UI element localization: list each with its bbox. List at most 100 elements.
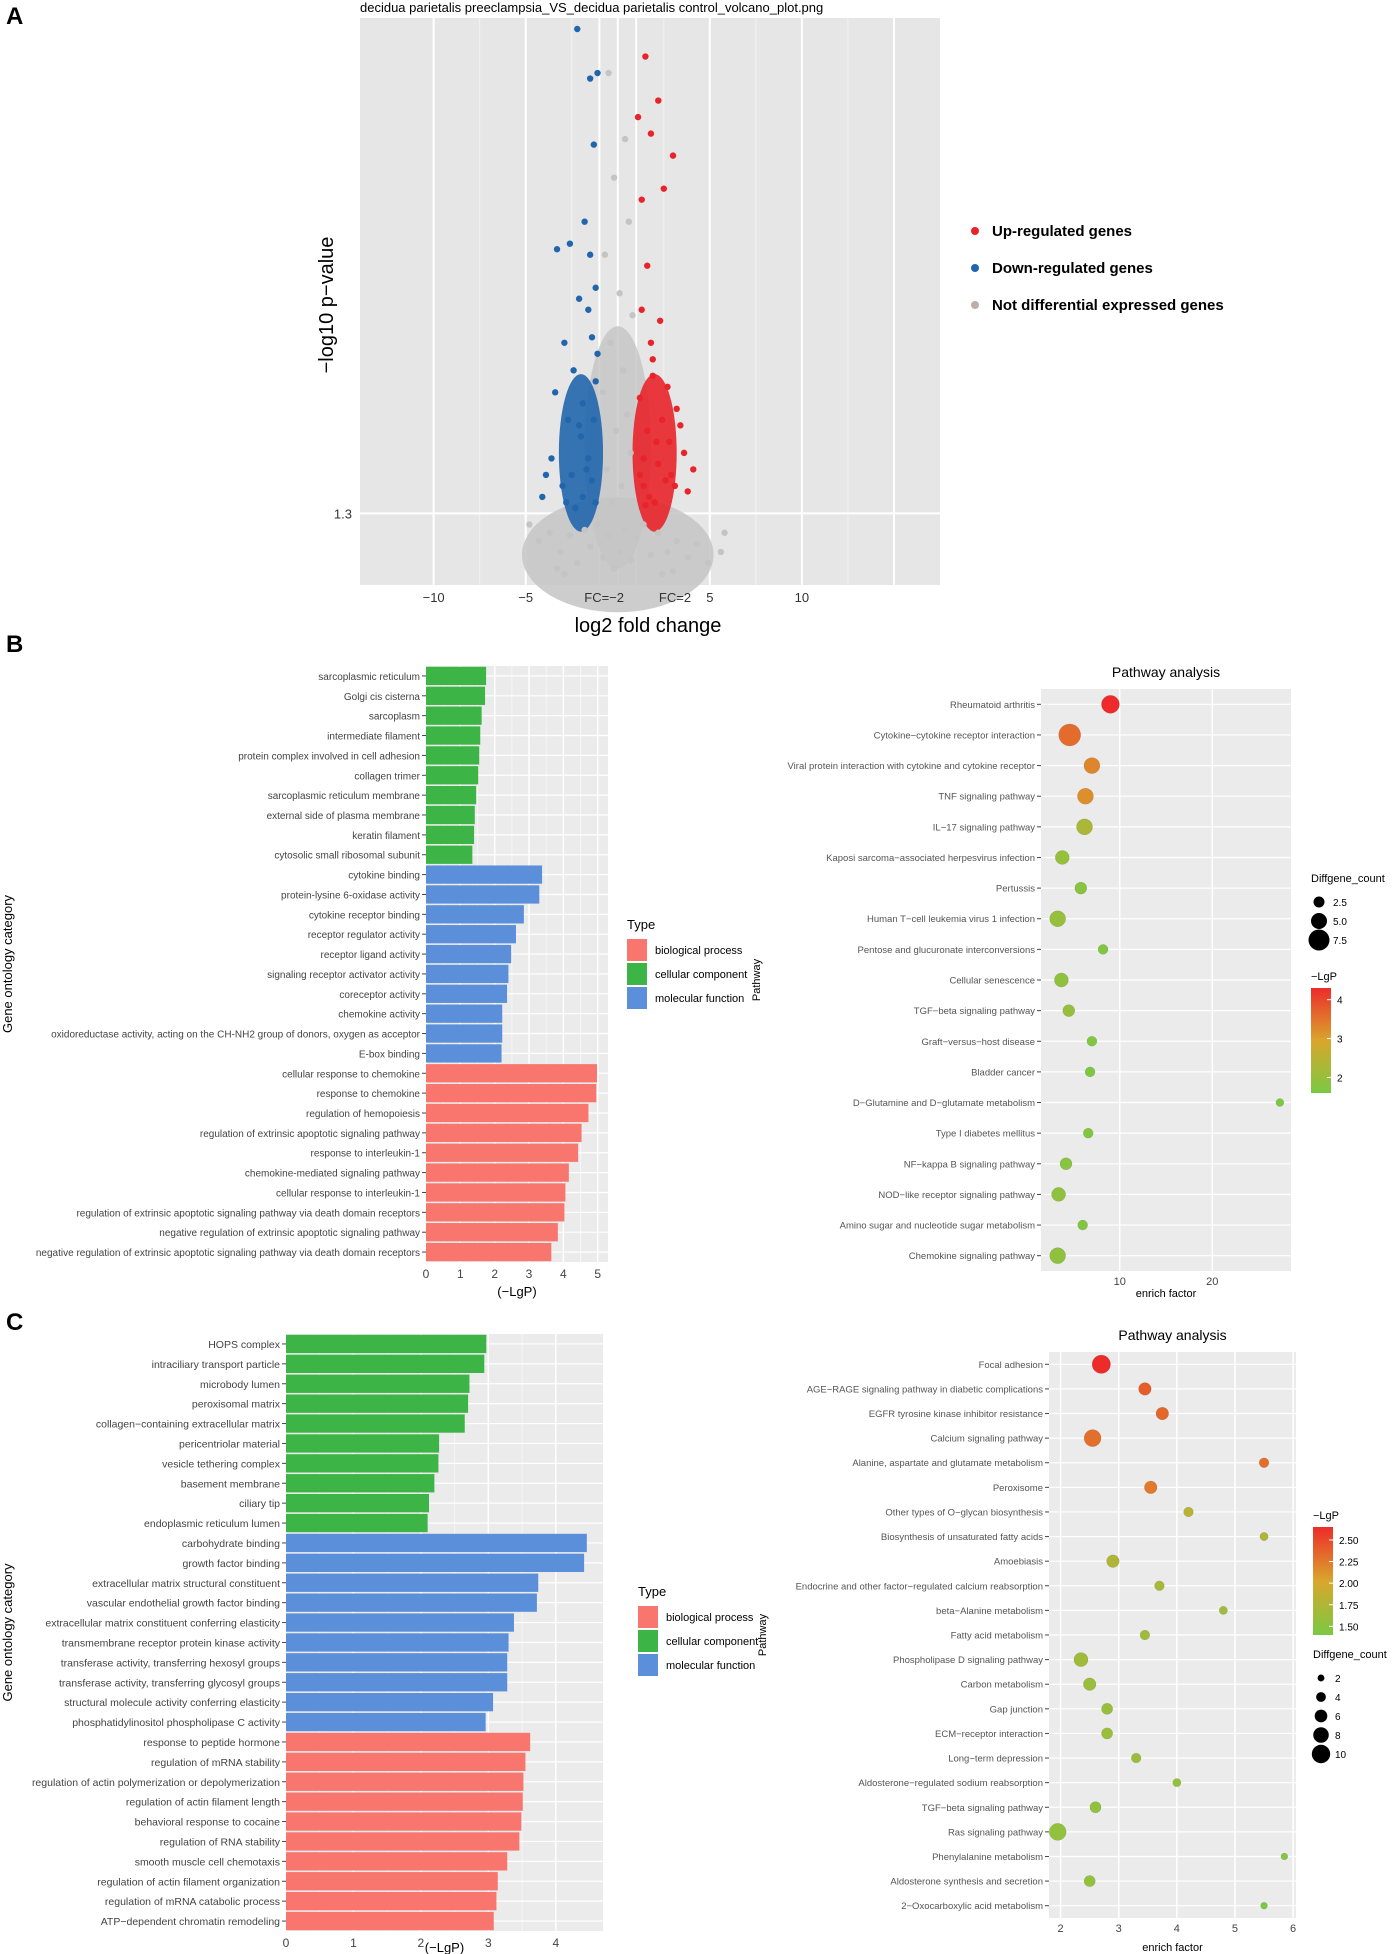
go_c-bar <box>286 1832 520 1851</box>
pathway_c-size-legend-dot <box>1311 1744 1331 1764</box>
go_b-bar <box>426 964 509 984</box>
go_c-category-label: behavioral response to cocaine <box>135 1817 281 1829</box>
pathway_c-colorbar-label: 1.75 <box>1339 1601 1359 1612</box>
pathway_b-dot <box>1101 695 1120 714</box>
go_c-bar <box>286 1493 429 1513</box>
pathway_c-y-axis-title: Pathway <box>757 1613 769 1656</box>
pathway_b-dot <box>1074 881 1088 895</box>
go_c-legend-swatch <box>638 1630 658 1652</box>
volcano-point <box>605 69 612 77</box>
go_c-category-label: response to peptide hormone <box>143 1737 280 1749</box>
volcano-point <box>634 113 642 121</box>
go_b-xtick-label: 1 <box>457 1267 464 1281</box>
volcano-legend-label: Up-regulated genes <box>992 223 1132 240</box>
volcano-point <box>539 493 546 501</box>
pathway_b-colorbar-label: 4 <box>1337 996 1343 1007</box>
go_b-bar <box>426 1064 598 1083</box>
pathway_b-category-label: IL−17 signaling pathway <box>933 822 1035 833</box>
volcano-point <box>607 339 614 346</box>
go_c-category-label: ciliary tip <box>239 1498 280 1510</box>
go_c-bar <box>286 1712 486 1732</box>
volcano-legend-label: Not differential expressed genes <box>992 297 1224 314</box>
volcano-point <box>618 482 625 490</box>
go_b-category-label: signaling receptor activator activity <box>267 970 420 981</box>
pathway_c-dot <box>1083 1429 1102 1447</box>
pathway_b-color-legend-title: −LgP <box>1311 971 1337 983</box>
volcano-point <box>564 416 572 424</box>
go-bar-chart-c: 0 1 2 3 4 HOPS complex intraciliary transport … <box>0 1334 758 1954</box>
volcano-point <box>636 394 644 402</box>
pathway_c-xtick-label: 2 <box>1058 1923 1064 1935</box>
volcano-point <box>662 477 669 484</box>
volcano-point <box>574 559 581 567</box>
go_c-bar <box>286 1553 585 1573</box>
volcano-point <box>647 130 655 137</box>
go_c-category-label: endoplasmic reticulum lumen <box>144 1518 280 1530</box>
volcano-point <box>561 570 568 578</box>
go_b-legend-swatch <box>627 987 647 1009</box>
go_b-category-label: Golgi cis cisterna <box>344 692 421 703</box>
panel-label-c: C <box>6 1309 23 1336</box>
go-bar-chart-b: 0 1 2 3 4 5 sarcoplasmic reticulum Golgi cis ci… <box>0 666 747 1299</box>
volcano-point <box>592 378 599 385</box>
volcano-point <box>616 290 623 297</box>
volcano-point <box>583 466 590 473</box>
volcano-point <box>660 185 668 192</box>
go_c-category-label: transferase activity, transferring hexos… <box>61 1657 280 1669</box>
volcano-point <box>579 493 586 501</box>
go_c-plot-area <box>286 1334 603 1931</box>
panel-label-b: B <box>6 631 23 658</box>
pathway_c-category-label: ECM−receptor interaction <box>935 1729 1043 1740</box>
go_c-category-label: basement membrane <box>181 1478 280 1490</box>
pathway_c-dot <box>1218 1605 1228 1615</box>
pathway_b-size-legend-label: 5.0 <box>1333 917 1347 928</box>
pathway_c-dot <box>1183 1506 1194 1518</box>
go_c-xtick-label: 1 <box>350 1936 357 1950</box>
go_b-xtick-label: 0 <box>423 1267 430 1281</box>
go_c-category-label: collagen−containing extracellular matrix <box>96 1419 281 1431</box>
pathway_b-xtick-label: 20 <box>1206 1276 1218 1288</box>
pathway_b-category-label: Type I diabetes mellitus <box>936 1129 1036 1140</box>
pathway_c-size-legend-dot <box>1313 1727 1329 1743</box>
pathway_b-category-label: TGF−beta signaling pathway <box>914 1006 1035 1017</box>
volcano-point <box>590 141 598 148</box>
volcano-point <box>638 196 645 203</box>
volcano-point <box>590 416 598 424</box>
go_b-category-label: sarcoplasmic reticulum membrane <box>268 791 421 802</box>
go_c-bar <box>286 1911 494 1931</box>
go_c-category-label: extracellular matrix structural constitu… <box>92 1578 280 1590</box>
pathway_c-size-legend-label: 8 <box>1335 1731 1341 1742</box>
pathway_c-category-label: Endocrine and other factor−regulated cal… <box>796 1581 1043 1592</box>
pathway_b-colorbar-label: 2 <box>1337 1073 1343 1084</box>
go_c-legend-label: cellular component <box>666 1636 758 1648</box>
volcano-point <box>621 135 629 143</box>
volcano-point <box>570 367 577 374</box>
volcano-point <box>627 557 634 564</box>
pathway_b-category-label: Bladder cancer <box>971 1067 1035 1078</box>
go_c-category-label: regulation of actin polymerization or de… <box>32 1777 280 1789</box>
volcano-point <box>667 471 675 479</box>
go_c-category-label: regulation of RNA stability <box>160 1836 281 1848</box>
pathway_b-size-legend-dot <box>1313 896 1325 908</box>
volcano-point <box>673 537 680 545</box>
volcano-point <box>669 152 677 159</box>
go_c-bar <box>286 1434 440 1453</box>
volcano-point <box>594 521 601 528</box>
volcano-x-axis-title: log2 fold change <box>575 615 722 637</box>
volcano-point <box>649 356 656 363</box>
go_b-plot-area <box>426 666 608 1262</box>
volcano-point <box>627 449 634 457</box>
go_c-category-label: smooth muscle cell chemotaxis <box>135 1856 280 1868</box>
go_c-category-label: regulation of mRNA catabolic process <box>105 1896 280 1908</box>
volcano-point <box>588 477 596 484</box>
go_b-bar <box>426 746 480 765</box>
volcano-point <box>621 526 629 534</box>
pathway_b-category-label: Pentose and glucuronate interconversions <box>858 945 1036 956</box>
go_b-bar <box>426 785 477 805</box>
go_c-category-label: intraciliary transport particle <box>152 1359 281 1371</box>
go_b-category-label: external side of plasma membrane <box>267 811 421 822</box>
pathway_c-category-label: Phenylalanine metabolism <box>932 1852 1043 1863</box>
pathway_c-dot <box>1106 1554 1120 1568</box>
volcano-point <box>658 570 666 578</box>
volcano-point <box>535 537 542 545</box>
